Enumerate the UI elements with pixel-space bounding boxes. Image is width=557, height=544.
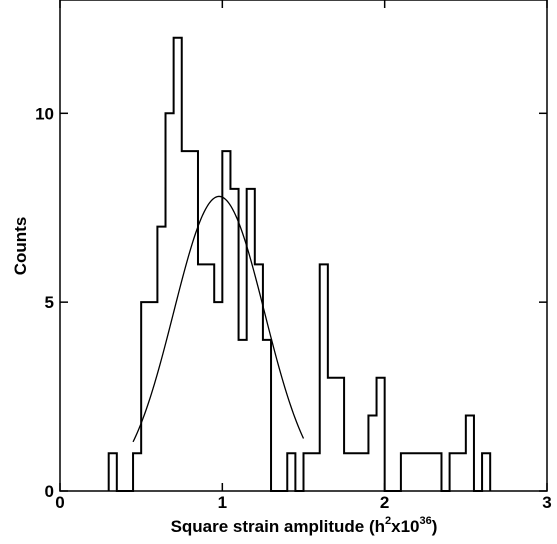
- x-tick-label: 0: [55, 493, 64, 512]
- y-tick-label: 0: [45, 482, 54, 501]
- histogram-outline: [107, 36, 492, 492]
- x-axis-title-sup2: 36: [420, 515, 432, 527]
- x-tick-label: 3: [542, 493, 551, 512]
- x-axis-title-main: Square strain amplitude (h: [171, 517, 385, 536]
- x-axis-title-mid: x10: [391, 517, 419, 536]
- x-tick-label: 1: [218, 493, 227, 512]
- gaussian-fit-curve: [132, 195, 305, 443]
- x-axis-title-end: ): [432, 517, 438, 536]
- x-axis-title-sup1: 2: [385, 515, 391, 527]
- y-tick-label: 10: [35, 104, 54, 123]
- x-tick-label: 2: [380, 493, 389, 512]
- x-axis-title: Square strain amplitude (h2x1036): [171, 515, 438, 536]
- axis-tick-labels: 0 1 2 3 0 5 10: [35, 104, 552, 512]
- y-tick-label: 5: [45, 293, 54, 312]
- y-axis-title: Counts: [11, 217, 30, 276]
